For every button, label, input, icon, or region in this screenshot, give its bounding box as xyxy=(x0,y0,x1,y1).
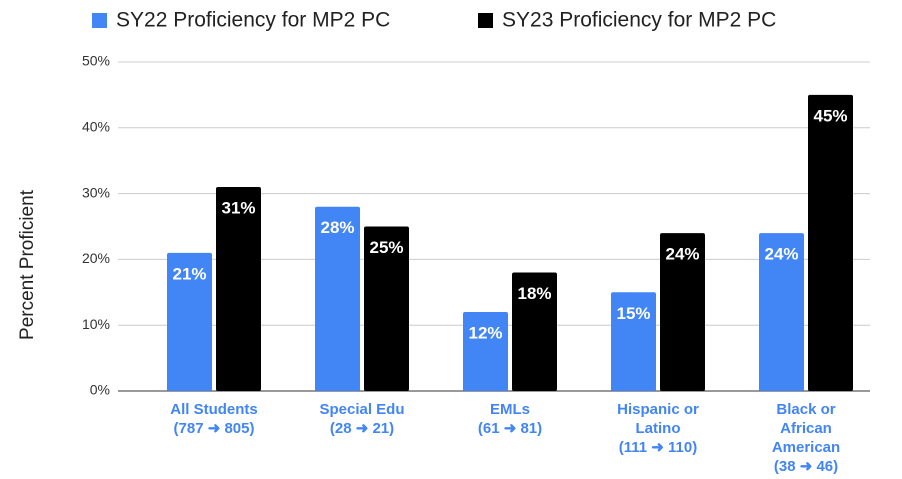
x-tick-label: All Students xyxy=(170,401,258,418)
bar xyxy=(216,187,261,391)
bar xyxy=(167,252,212,391)
data-label: 15% xyxy=(616,304,650,323)
data-label: 18% xyxy=(517,284,551,303)
data-label: 24% xyxy=(764,245,798,264)
y-tick-label: 10% xyxy=(82,316,110,332)
bar xyxy=(611,292,656,391)
x-tick-label: (61 ➜ 81) xyxy=(478,420,542,437)
data-label: 25% xyxy=(369,238,403,257)
x-tick-label: Latino xyxy=(636,420,681,437)
y-axis-title: Percent Proficient xyxy=(17,189,38,340)
x-tick-label: (38 ➜ 46) xyxy=(774,458,838,475)
y-tick-label: 0% xyxy=(90,382,110,398)
bar xyxy=(808,94,853,392)
bar xyxy=(512,272,557,391)
bar xyxy=(463,312,508,391)
legend-label: SY23 Proficiency for MP2 PC xyxy=(502,9,776,32)
x-tick-label: Special Edu xyxy=(319,401,404,418)
data-label: 28% xyxy=(320,218,354,237)
x-tick-label: Hispanic or xyxy=(617,401,699,418)
y-tick-label: 50% xyxy=(82,53,110,69)
data-label: 24% xyxy=(665,245,699,264)
data-label: 45% xyxy=(813,106,847,125)
x-tick-label: Black or xyxy=(776,401,835,418)
data-label: 21% xyxy=(172,264,206,283)
legend-swatch xyxy=(92,13,107,28)
bar xyxy=(315,206,360,391)
y-tick-label: 40% xyxy=(82,119,110,135)
y-tick-label: 20% xyxy=(82,250,110,266)
legend-swatch xyxy=(478,13,493,28)
x-tick-label: African xyxy=(780,420,832,437)
x-tick-label: American xyxy=(772,439,840,456)
x-tick-label: (28 ➜ 21) xyxy=(330,420,394,437)
bar xyxy=(759,233,804,391)
bar xyxy=(364,226,409,391)
x-tick-label: EMLs xyxy=(490,401,530,418)
x-tick-label: (111 ➜ 110) xyxy=(619,439,697,456)
y-tick-label: 30% xyxy=(82,184,110,200)
data-label: 31% xyxy=(221,199,255,218)
x-tick-label: (787 ➜ 805) xyxy=(174,420,255,437)
legend-label: SY22 Proficiency for MP2 PC xyxy=(116,9,390,32)
bar xyxy=(660,233,705,391)
data-label: 12% xyxy=(468,324,502,343)
